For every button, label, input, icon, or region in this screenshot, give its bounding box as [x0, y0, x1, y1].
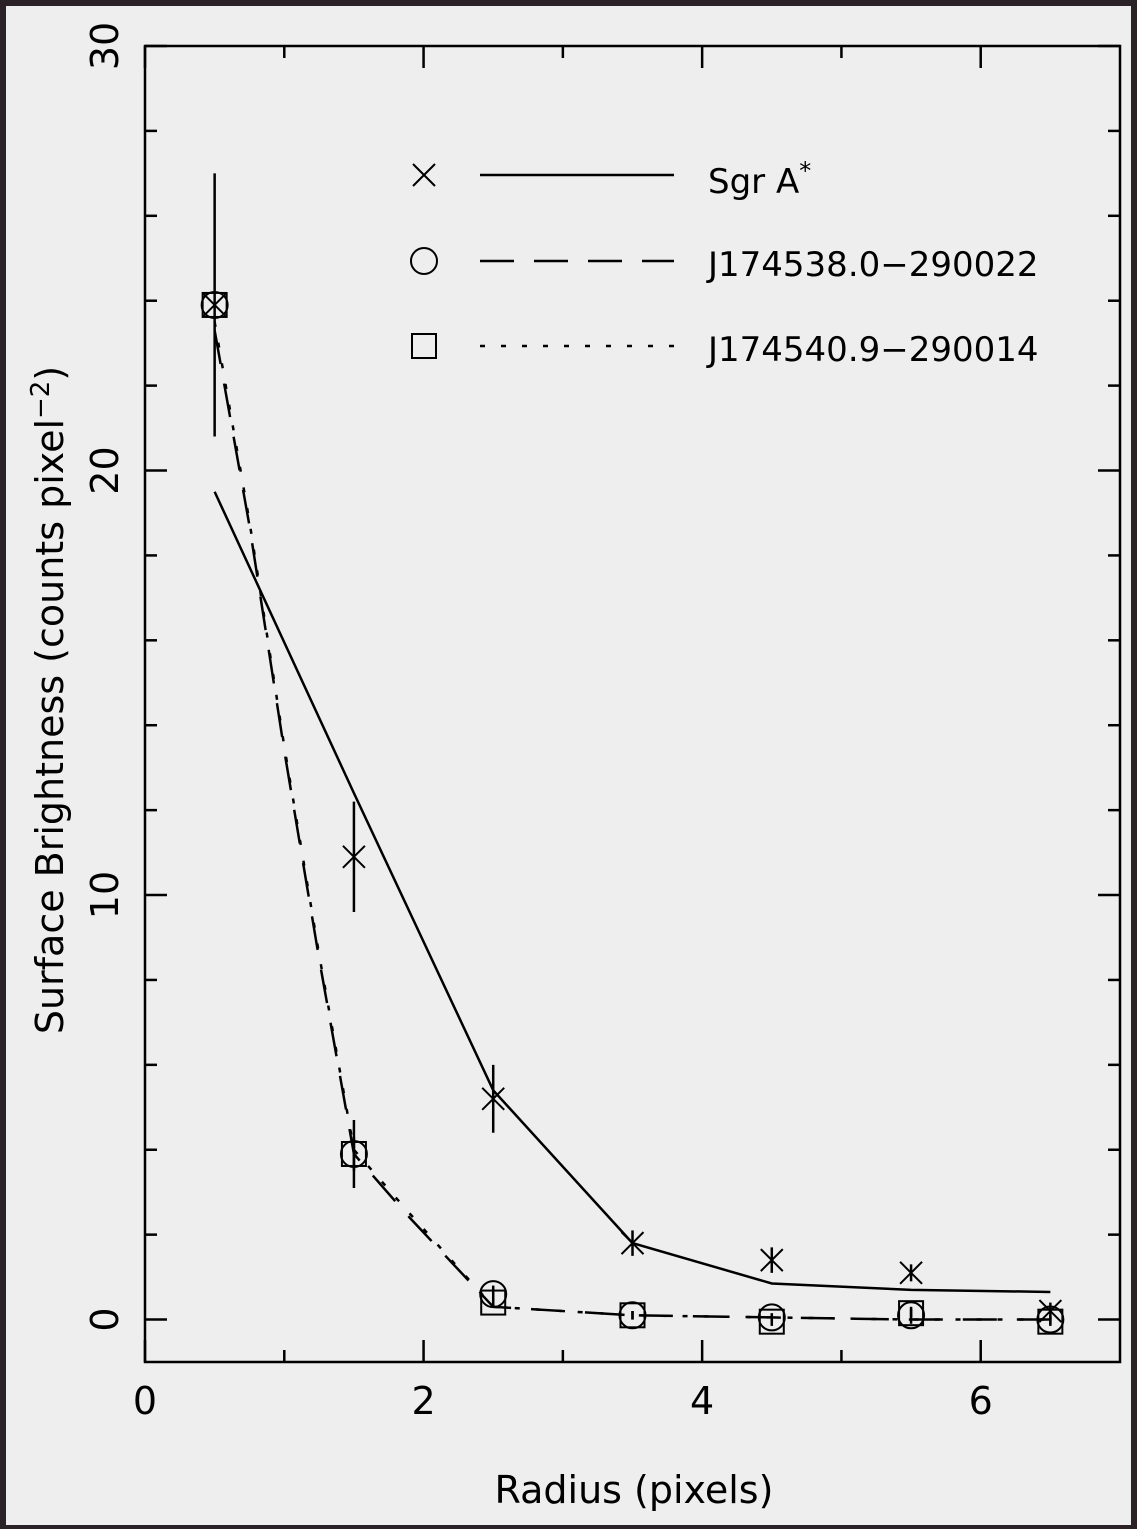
series-0-data-point: [481, 1087, 505, 1111]
tick-labels: 0 2 4 6 0 10 20 30: [83, 22, 993, 1423]
legend-marker-0: [412, 163, 436, 187]
series-0-data-point-stroke-b: [481, 1087, 505, 1111]
series-2-data-point: [758, 1308, 785, 1335]
legend: Sgr A* J174538.0−290022 J174540.9−290014: [410, 157, 1039, 370]
y-tick-label: 0: [83, 1307, 127, 1331]
series-0-data-point: [899, 1261, 923, 1285]
series-2-data-point: [619, 1302, 646, 1329]
y-tick-label: 30: [83, 22, 127, 70]
legend-label-j174540: J174540.9−290014: [706, 330, 1039, 370]
series-1-model-line: [213, 330, 1051, 1321]
series-0-data-point-stroke-b: [342, 845, 366, 869]
x-tick-label: 2: [411, 1379, 435, 1423]
series-2: [201, 291, 1064, 1335]
series-2-model-line: [213, 321, 1051, 1321]
series-0-data-point: [202, 293, 227, 317]
legend-markers: [410, 163, 674, 359]
axis-ticks: [143, 44, 1120, 1362]
series-2-data-point: [898, 1300, 925, 1327]
y-axis-title: Surface Brightness (counts pixel−2): [26, 366, 72, 1034]
plot-border: [143, 44, 1122, 1364]
x-tick-label: 4: [690, 1379, 714, 1423]
series-2-data-point: [1037, 1308, 1064, 1335]
figure-frame: [6, 6, 1131, 1525]
series-layer: [200, 173, 1065, 1335]
legend-label-sgr-a: Sgr A*: [708, 157, 811, 202]
series-1: [200, 290, 1065, 1334]
x-tick-label: 0: [133, 1379, 157, 1423]
y-tick-label: 10: [83, 871, 127, 919]
series-0-data-point: [342, 845, 366, 869]
series-0-model-line: [213, 491, 1051, 1294]
legend-marker-0-stroke-b: [412, 163, 436, 187]
legend-marker-1: [410, 247, 438, 275]
series-0-data-point: [620, 1231, 645, 1255]
series-2-data-point: [201, 291, 228, 318]
legend-marker-2: [411, 333, 437, 359]
legend-label-j174538: J174538.0−290022: [706, 245, 1039, 285]
x-axis-title: Radius (pixels): [495, 1468, 774, 1512]
series-0-data-point-stroke-b: [202, 293, 227, 317]
series-2-data-point: [340, 1140, 367, 1167]
series-2-data-point: [480, 1289, 507, 1316]
series-0-data-point-stroke-b: [899, 1261, 923, 1285]
plot-area: [143, 44, 1122, 1364]
series-0-data-point-stroke-b: [620, 1231, 645, 1255]
x-tick-label: 6: [969, 1379, 993, 1423]
series-0-data-point: [760, 1248, 784, 1272]
y-tick-label: 20: [83, 446, 127, 494]
series-0-data-point-stroke-b: [760, 1248, 784, 1272]
